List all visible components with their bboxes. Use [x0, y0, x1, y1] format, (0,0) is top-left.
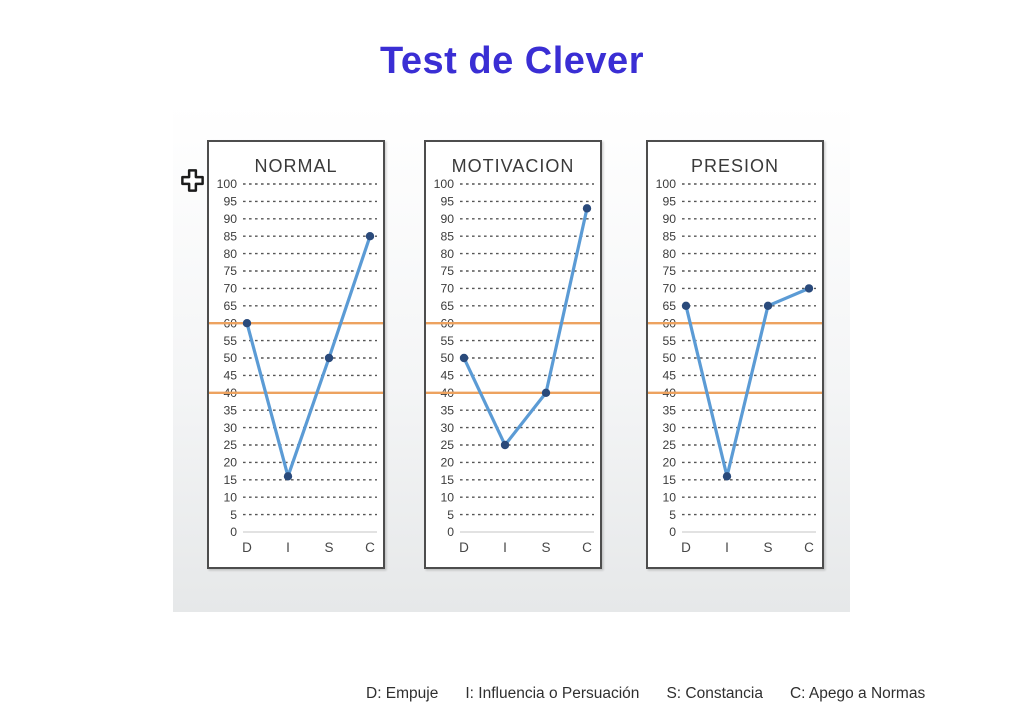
svg-text:50: 50 [223, 351, 237, 365]
chart-normal: NORMAL1009590858075706560555045403530252… [209, 156, 383, 555]
svg-text:75: 75 [662, 264, 676, 278]
svg-text:15: 15 [662, 473, 676, 487]
svg-text:I: I [725, 540, 729, 555]
svg-text:C: C [365, 540, 375, 555]
svg-text:85: 85 [440, 229, 454, 243]
svg-text:65: 65 [223, 299, 237, 313]
svg-text:25: 25 [440, 438, 454, 452]
legend-item-i: I: Influencia o Persuación [465, 685, 640, 702]
svg-text:80: 80 [440, 247, 454, 261]
svg-text:35: 35 [440, 403, 454, 417]
move-cursor-icon [181, 169, 204, 192]
svg-text:45: 45 [662, 369, 676, 383]
svg-text:95: 95 [662, 195, 676, 209]
chart-motivacion: MOTIVACION100959085807570656055504540353… [426, 156, 600, 555]
svg-text:100: 100 [217, 177, 238, 191]
svg-text:5: 5 [230, 508, 237, 522]
svg-text:D: D [459, 540, 469, 555]
chart-panel-motivacion: MOTIVACION 100 95 90 85 80 75 70 65 60 55 50 45 40 35 3… [424, 140, 602, 569]
svg-text:95: 95 [223, 195, 237, 209]
svg-text:55: 55 [440, 334, 454, 348]
svg-text:15: 15 [223, 473, 237, 487]
svg-text:90: 90 [662, 212, 676, 226]
svg-text:65: 65 [440, 299, 454, 313]
svg-text:S: S [763, 540, 772, 555]
svg-text:65: 65 [662, 299, 676, 313]
svg-text:I: I [503, 540, 507, 555]
svg-text:0: 0 [669, 525, 676, 539]
svg-text:100: 100 [656, 177, 677, 191]
svg-text:PRESION: PRESION [691, 156, 779, 176]
svg-text:10: 10 [440, 490, 454, 504]
svg-text:80: 80 [223, 247, 237, 261]
svg-text:25: 25 [223, 438, 237, 452]
svg-text:70: 70 [662, 282, 676, 296]
svg-text:35: 35 [662, 403, 676, 417]
svg-text:75: 75 [223, 264, 237, 278]
chart-presion: PRESION100959085807570656055504540353025… [648, 156, 822, 555]
svg-text:90: 90 [440, 212, 454, 226]
svg-text:45: 45 [440, 369, 454, 383]
chart-panel-presion: PRESION 100 95 90 85 80 75 70 65 60 55 50 45 40 35 30 25… [646, 140, 824, 569]
svg-text:5: 5 [447, 508, 454, 522]
svg-text:0: 0 [447, 525, 454, 539]
svg-text:70: 70 [223, 282, 237, 296]
svg-text:55: 55 [223, 334, 237, 348]
page-title: Test de Clever [380, 40, 644, 82]
svg-text:75: 75 [440, 264, 454, 278]
svg-text:10: 10 [662, 490, 676, 504]
svg-text:20: 20 [662, 456, 676, 470]
svg-text:D: D [242, 540, 252, 555]
svg-text:20: 20 [223, 456, 237, 470]
svg-text:5: 5 [669, 508, 676, 522]
legend-item-d: D: Empuje [366, 685, 439, 702]
legend-item-s: S: Constancia [666, 685, 763, 702]
svg-text:55: 55 [662, 334, 676, 348]
svg-text:20: 20 [440, 456, 454, 470]
chart-panel-normal: NORMAL 100 95 90 85 80 75 70 65 60 55 50 45 40 35 30 25 2… [207, 140, 385, 569]
svg-text:MOTIVACION: MOTIVACION [452, 156, 575, 176]
svg-text:10: 10 [223, 490, 237, 504]
svg-text:NORMAL: NORMAL [254, 156, 337, 176]
svg-text:S: S [541, 540, 550, 555]
legend: D: Empuje I: Influencia o Persuación S: … [366, 685, 925, 703]
svg-text:85: 85 [662, 229, 676, 243]
svg-text:15: 15 [440, 473, 454, 487]
svg-text:D: D [681, 540, 691, 555]
svg-text:50: 50 [440, 351, 454, 365]
svg-text:35: 35 [223, 403, 237, 417]
legend-item-c: C: Apego a Normas [789, 685, 926, 702]
svg-text:I: I [286, 540, 290, 555]
svg-text:0: 0 [230, 525, 237, 539]
svg-text:50: 50 [662, 351, 676, 365]
svg-text:30: 30 [223, 421, 237, 435]
svg-text:85: 85 [223, 229, 237, 243]
svg-text:S: S [324, 540, 333, 555]
svg-text:C: C [582, 540, 592, 555]
svg-text:25: 25 [662, 438, 676, 452]
svg-text:80: 80 [662, 247, 676, 261]
svg-text:95: 95 [440, 195, 454, 209]
svg-text:100: 100 [434, 177, 455, 191]
svg-text:90: 90 [223, 212, 237, 226]
svg-text:45: 45 [223, 369, 237, 383]
svg-text:30: 30 [662, 421, 676, 435]
svg-text:30: 30 [440, 421, 454, 435]
svg-text:70: 70 [440, 282, 454, 296]
svg-text:C: C [804, 540, 814, 555]
